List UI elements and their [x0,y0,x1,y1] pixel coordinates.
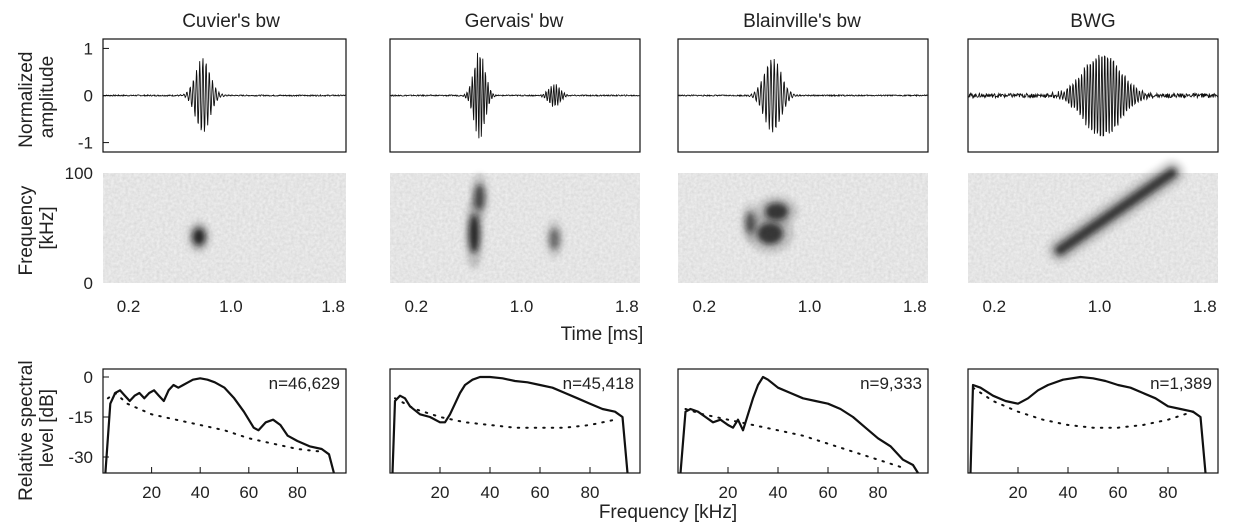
spectrum-ytick-label: 0 [84,368,93,387]
spectrum-xtick-label: 60 [531,483,550,502]
waveform-ylabel-line1: Normalized [16,52,37,148]
spectrogram-ylabel-line2: [kHz] [37,206,58,249]
spectrogram-texture [390,173,640,283]
spectrogram-energy [764,202,789,221]
spectrogram-panel-blainville: 0.2 1.0 1.8 [678,173,928,316]
spectrogram-xtick-label: 1.8 [1193,297,1217,316]
spectrum-ylabel-line1: Relative spectral [16,360,37,500]
waveform-panel-bwg [967,38,1219,153]
sample-count-label: n=9,333 [860,374,922,393]
waveform-trace [677,58,929,133]
waveform-frame [967,38,1219,153]
sample-count-label: n=45,418 [563,374,634,393]
spectrogram-xtick-label: 1.8 [903,297,927,316]
spectrum-signal-line [679,375,919,474]
spectrum-noise-line [106,391,323,453]
spectrum-signal-line [969,375,1207,474]
spectrum-xtick-label: 20 [142,483,161,502]
spectrogram-panel-cuvier: 0.2 1.0 1.8 100 0 [65,164,346,316]
spectrogram-energy [745,211,756,234]
spectrogram-texture [678,173,928,283]
spectrogram-xtick-label: 1.0 [798,297,822,316]
time-axis-label: Time [ms] [561,324,644,345]
spectrum-frame [967,368,1219,474]
spectrogram-xtick-label: 1.8 [321,297,345,316]
spectrum-frame [677,368,929,474]
spectrum-xtick-label: 80 [581,483,600,502]
spectrogram-xtick-label: 0.2 [117,297,141,316]
spectrum-ytick-label: -30 [68,448,93,467]
spectrum-signal-line [104,377,335,474]
column-title-gervais: Gervais' bw [465,11,564,32]
waveform-trace [102,58,347,132]
spectrum-xtick-label: 80 [1159,483,1178,502]
spectrogram-energy [192,228,206,246]
spectrum-xtick-label: 20 [719,483,738,502]
spectrum-panel-gervais: n=45,418 20 40 60 80 [389,368,641,502]
spectrum-xtick-label: 60 [819,483,838,502]
spectrogram-panel-bwg: 0.2 1.0 1.8 [968,160,1218,316]
waveform-ytick-label: 0 [84,87,93,106]
spectrum-xtick-label: 20 [431,483,450,502]
spectrum-noise-line [394,397,616,429]
spectrum-xtick-label: 80 [288,483,307,502]
spectrum-panel-blainville: n=9,333 20 40 60 80 [677,368,929,502]
spectrogram-xtick-label: 0.2 [982,297,1006,316]
waveform-ytick-label: -1 [78,134,93,153]
spectrum-ylabel: Relative spectral level [dB] [16,355,58,501]
spectrogram-energy [474,184,485,211]
spectrum-xtick-label: 40 [769,483,788,502]
spectrogram-sweep [1054,167,1178,256]
spectrum-xtick-label: 20 [1009,483,1028,502]
spectrum-ylabel-line2: level [dB] [37,389,58,467]
waveform-trace [967,54,1219,137]
spectrogram-energy [756,222,784,245]
spectrum-xtick-label: 80 [869,483,888,502]
spectrum-xtick-label: 60 [239,483,258,502]
column-title-cuvier: Cuvier's bw [182,11,280,32]
spectrum-panel-cuvier: n=46,629 20 40 60 80 0 -15 -30 [68,368,347,502]
spectrogram-panel-gervais: 0.2 1.0 1.8 [390,173,640,316]
column-title-blainville: Blainville's bw [743,11,861,32]
spectrum-xtick-label: 60 [1109,483,1128,502]
spectrogram-ylabel-line1: Frequency [16,185,37,275]
spectrum-panel-bwg: n=1,389 20 40 60 80 [967,368,1219,502]
waveform-ytick-label: 1 [84,39,93,58]
sample-count-label: n=1,389 [1150,374,1212,393]
column-title-bwg: BWG [1070,11,1115,32]
panels-layer: 1 0 -1 0.2 1.0 1.8 100 0 0.2 1.0 1.8 0.2 1.0 1.8 0.2 1.… [65,38,1219,502]
spectrum-noise-line [684,408,904,469]
spectrum-signal-line [391,375,629,474]
spectrogram-xtick-label: 1.8 [615,297,639,316]
spectrogram-energy [468,213,480,254]
spectrum-xtick-label: 40 [481,483,500,502]
spectrum-ytick-label: -15 [68,408,93,427]
waveform-ylabel-line2: amplitude [37,56,58,138]
spectrogram-ylabel: Frequency [kHz] [16,180,58,275]
frequency-axis-label: Frequency [kHz] [599,502,737,523]
spectrogram-xtick-label: 1.0 [1088,297,1112,316]
spectrum-frame [389,368,641,474]
spectrogram-xtick-label: 0.2 [404,297,428,316]
spectrogram-xtick-label: 1.0 [510,297,534,316]
waveform-ylabel: Normalized amplitude [16,46,58,147]
spectrogram-energy [549,228,560,250]
spectrum-xtick-label: 40 [1059,483,1078,502]
spectrogram-ytick-label: 100 [65,164,93,183]
waveform-trace [389,52,641,139]
waveform-panel-blainville [677,38,929,153]
waveform-panel-cuvier: 1 0 -1 [78,38,347,153]
spectrum-frame [102,368,347,474]
spectrogram-ytick-label: 0 [84,274,93,293]
waveform-panel-gervais [389,38,641,153]
sample-count-label: n=46,629 [269,374,340,393]
spectrogram-xtick-label: 0.2 [692,297,716,316]
spectrogram-xtick-label: 1.0 [219,297,243,316]
spectrum-noise-line [972,386,1194,429]
spectrogram-texture [103,173,346,283]
spectrum-xtick-label: 40 [191,483,210,502]
